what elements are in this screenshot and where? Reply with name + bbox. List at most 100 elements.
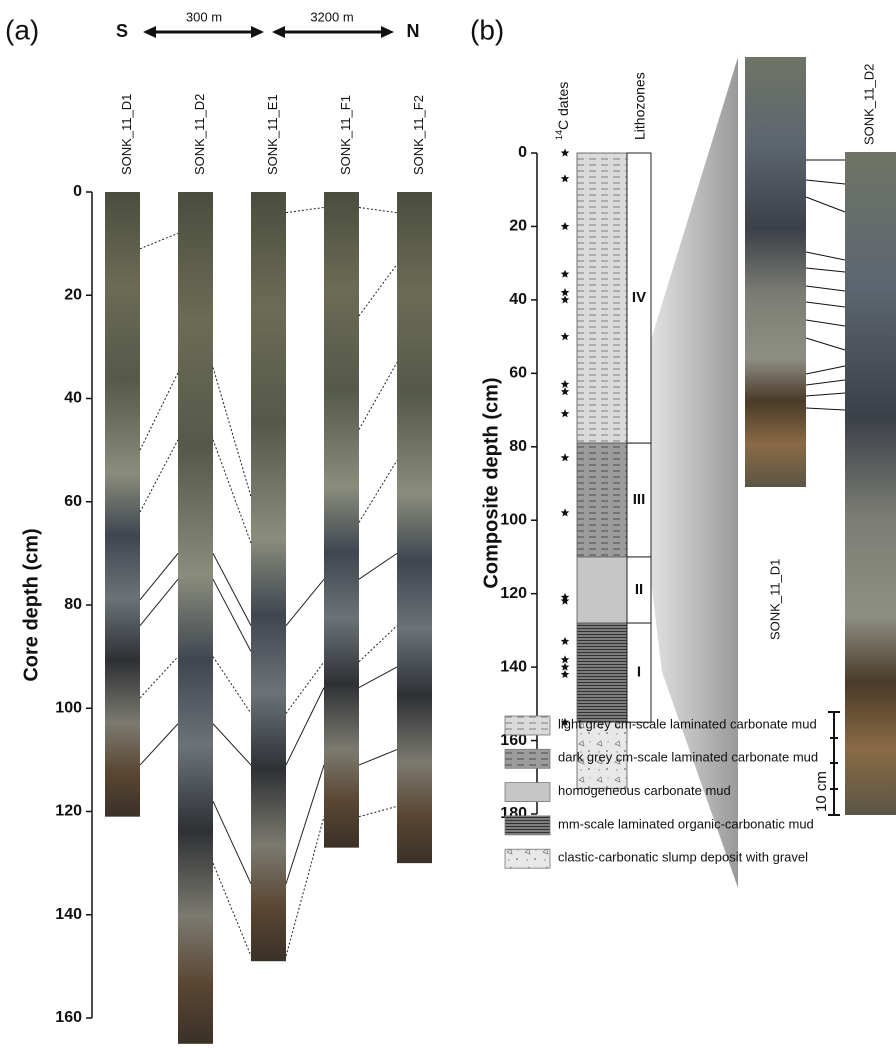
- date-marker: [560, 288, 570, 297]
- correlation-line: [285, 816, 325, 957]
- photo-ties: [805, 159, 846, 411]
- legend-swatch: [504, 715, 551, 736]
- dates-text: C dates: [555, 82, 571, 130]
- y-tick-label: 100: [55, 699, 82, 716]
- core: [397, 192, 432, 864]
- correlation-line: [285, 687, 325, 766]
- date-marker: [560, 148, 570, 157]
- date-marker: [560, 655, 570, 664]
- correlation-line: [212, 656, 252, 714]
- correlation-line: [139, 439, 179, 513]
- correlation-line: [358, 552, 398, 580]
- y-tick-label: 120: [55, 803, 82, 820]
- photo-label: SONK_11_D1: [767, 559, 782, 640]
- y-tick-label: 0: [73, 183, 82, 200]
- lithozone: [626, 622, 652, 723]
- south-label: S: [116, 21, 128, 41]
- y-tick-label: 60: [509, 365, 527, 382]
- lithozone-label: III: [633, 491, 646, 508]
- legend-swatch: [504, 815, 551, 836]
- lithozones-label: Lithozones: [632, 72, 648, 140]
- lithozone-label: I: [637, 664, 641, 681]
- y-tick-label: 160: [500, 732, 527, 749]
- core-name: SONK_11_F1: [338, 95, 353, 175]
- correlation-line: [212, 439, 252, 544]
- y-tick-label: 20: [64, 286, 82, 303]
- lithology-unit: [576, 152, 628, 444]
- core-name: SONK_11_E1: [265, 94, 280, 175]
- lithology-unit: [576, 556, 628, 624]
- y-tick-label: 140: [55, 906, 82, 923]
- date-marker: [560, 662, 570, 671]
- legend-swatch: [504, 782, 551, 802]
- date-marker: [560, 295, 570, 304]
- core: [105, 192, 140, 817]
- core-photo: [845, 152, 896, 815]
- correlation-line: [212, 862, 252, 957]
- y-tick-label: 20: [509, 218, 527, 235]
- lithozone: [626, 442, 652, 558]
- scale-label: 10 cm: [813, 771, 830, 812]
- y-tick-label: 80: [64, 596, 82, 613]
- north-label: N: [407, 21, 420, 41]
- correlation-line: [358, 625, 398, 663]
- date-marker: [560, 221, 570, 231]
- correlation-line: [358, 263, 398, 317]
- core-name: SONK_11_F2: [411, 95, 426, 175]
- correlation-line: [139, 656, 179, 699]
- y-tick-label: 100: [500, 511, 527, 528]
- legend-label: dark grey cm-scale laminated carbonate m…: [558, 750, 818, 765]
- panel-label: (a): [5, 14, 39, 45]
- correlation-line: [358, 362, 398, 430]
- y-tick-label: 40: [64, 390, 82, 407]
- correlation-line: [285, 578, 325, 626]
- correlation-line: [212, 578, 252, 652]
- correlation-line: [285, 206, 325, 214]
- legend-swatch: [504, 748, 551, 769]
- correlation-line: [139, 578, 179, 626]
- lithology-unit: [576, 442, 628, 558]
- correlation-line: [358, 749, 398, 766]
- y-tick-label: 60: [64, 493, 82, 510]
- date-marker: [560, 717, 570, 726]
- photo-label: SONK_11_D2: [861, 64, 876, 145]
- y-tick-label: 80: [509, 438, 527, 455]
- correlation-line: [212, 553, 252, 626]
- y-tick-label: 40: [509, 291, 527, 308]
- distance-label: 300 m: [186, 9, 222, 24]
- correlation-line: [212, 723, 252, 766]
- y-tick-label: 160: [55, 1009, 82, 1026]
- core-photo: [745, 57, 806, 487]
- correlation-line: [285, 764, 325, 884]
- core: [178, 192, 213, 1044]
- zoom-wedge: [630, 57, 738, 888]
- date-marker: [560, 670, 570, 679]
- correlation-line: [139, 372, 179, 451]
- date-marker: [560, 269, 570, 278]
- distance-label: 3200 m: [310, 9, 353, 24]
- date-marker: [560, 596, 570, 605]
- lithology-unit: [576, 622, 628, 723]
- date-marker: [560, 508, 570, 517]
- correlation-line: [358, 805, 398, 818]
- y-tick-label: 120: [500, 585, 527, 602]
- scale-bar: [828, 711, 840, 816]
- superscript: 14: [554, 130, 564, 140]
- date-marker: [560, 332, 570, 341]
- y-tick-label: 140: [500, 658, 527, 675]
- date-marker: [560, 636, 570, 645]
- date-marker: [560, 387, 570, 396]
- correlation-line: [358, 206, 398, 214]
- correlation-line: [139, 232, 179, 250]
- legend-label: light grey cm-scale laminated carbonate …: [558, 716, 817, 731]
- correlation-line: [212, 367, 252, 497]
- panel-label: (b): [470, 14, 504, 45]
- y-axis-label: Composite depth (cm): [480, 377, 502, 588]
- lithology-unit: [576, 721, 628, 789]
- y-axis-label: Core depth (cm): [20, 528, 42, 681]
- legend-label: homogeneous carbonate mud: [558, 783, 731, 798]
- date-marker: [560, 379, 570, 388]
- correlation-line: [212, 800, 252, 884]
- core: [324, 192, 359, 848]
